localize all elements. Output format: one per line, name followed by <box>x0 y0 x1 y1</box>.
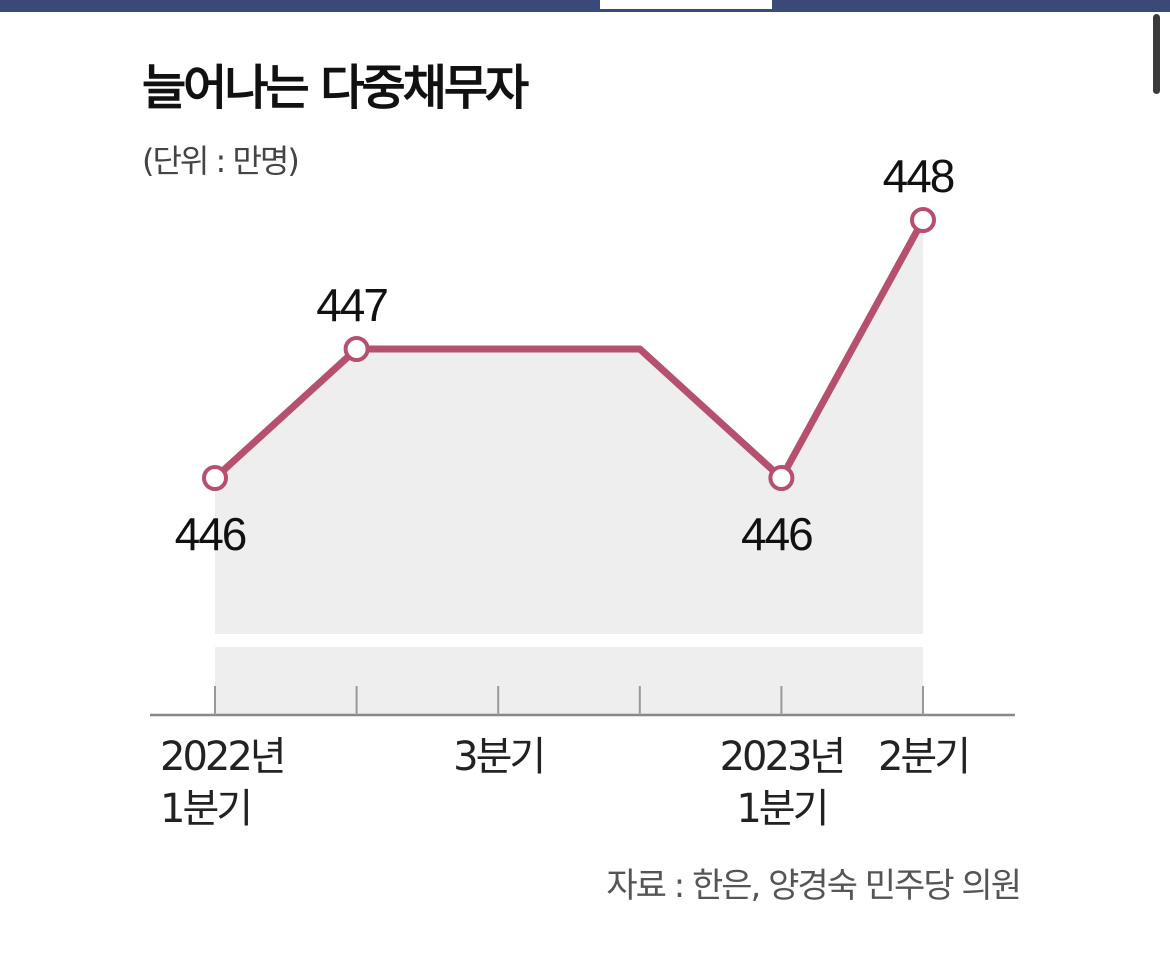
data-point-marker <box>768 465 795 491</box>
data-point-marker <box>343 336 370 362</box>
x-tick-label: 1분기 <box>736 786 826 832</box>
data-label: 448 <box>883 150 954 202</box>
data-label: 447 <box>316 279 387 331</box>
area-fill-lower <box>215 647 923 715</box>
chart-title: 늘어나는 다중채무자 <box>142 60 529 116</box>
data-label: 446 <box>175 508 246 560</box>
x-tick-label: 2분기 <box>878 734 968 780</box>
source-note: 자료 : 한은, 양경숙 민주당 의원 <box>606 866 1022 906</box>
area-fill <box>215 220 923 634</box>
x-tick-label: 3분기 <box>453 734 543 780</box>
top-bar <box>0 0 1170 12</box>
x-tick-label: 2022년 <box>160 734 284 780</box>
series-line <box>211 216 927 482</box>
data-label: 446 <box>741 508 812 560</box>
unit-label: (단위 : 만명) <box>142 142 300 180</box>
data-point-marker <box>202 465 228 491</box>
x-tick-label: 1분기 <box>160 786 250 832</box>
data-point-marker <box>910 207 936 233</box>
active-tab-indicator[interactable] <box>600 0 772 9</box>
scrollbar-thumb[interactable] <box>1153 14 1160 94</box>
x-tick-label: 2023년 <box>720 734 844 780</box>
